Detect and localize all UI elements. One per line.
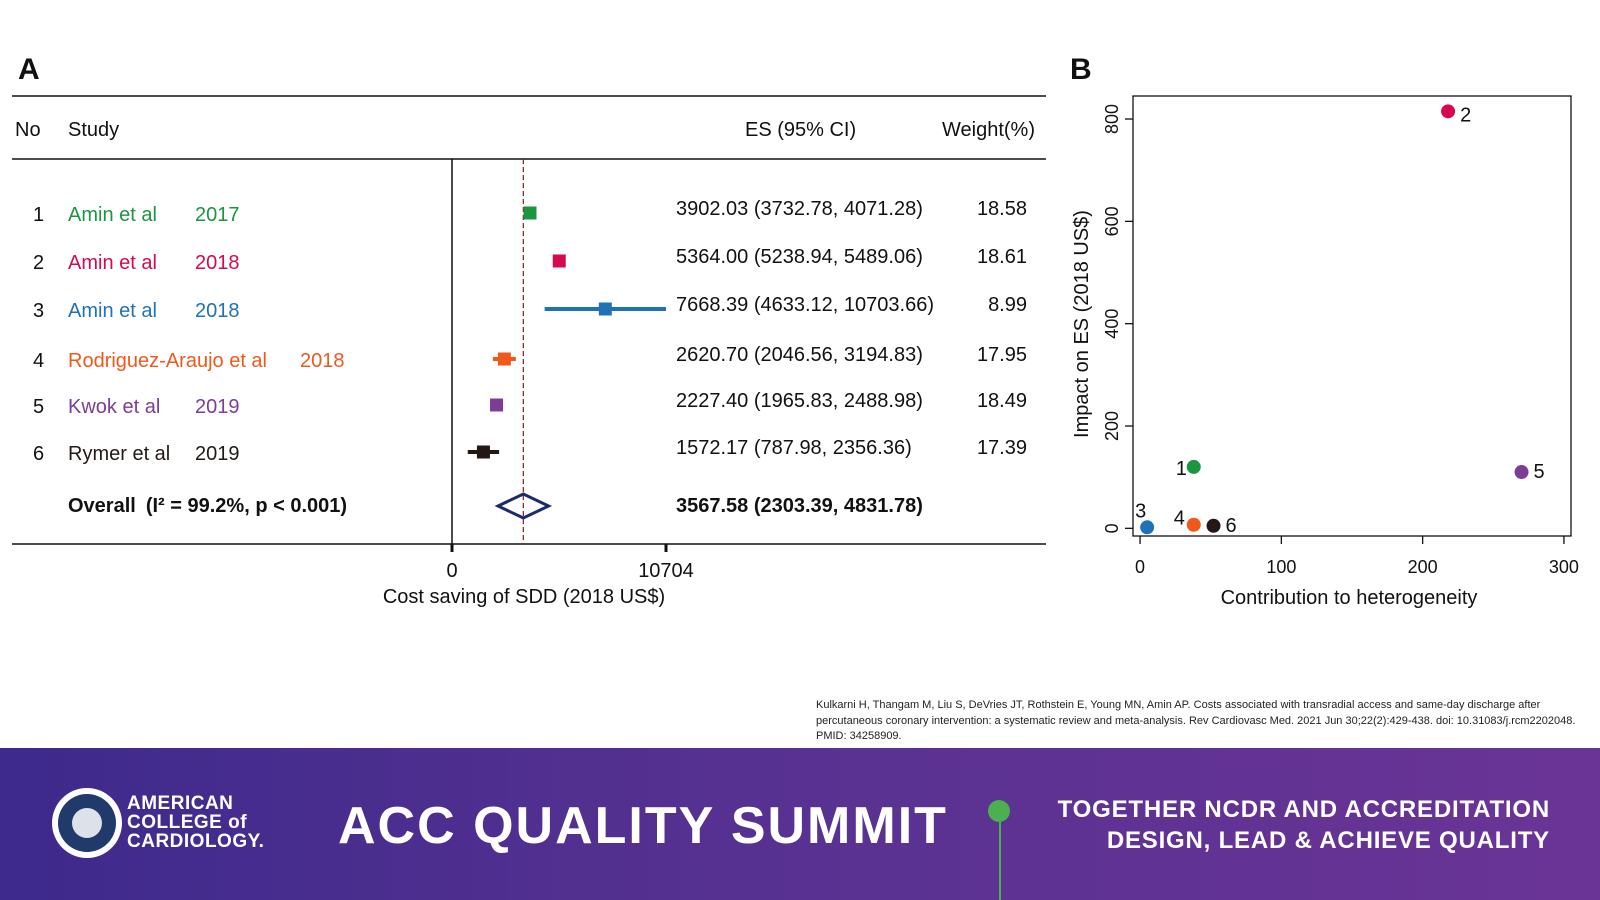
row-year: 2018 [195,300,240,322]
scatter-y-tick-label: 800 [1102,104,1122,134]
org-line-1: AMERICAN [127,793,234,814]
scatter-point-label: 3 [1135,500,1146,522]
row-year: 2018 [195,252,240,274]
scatter-point-label: 2 [1460,104,1471,126]
org-name: AMERICAN COLLEGE of CARDIOLOGY. [127,794,264,851]
scatter-point-label: 4 [1174,508,1185,530]
row-study: Rodriguez-Araujo et al [68,350,267,372]
overall-es-text: 3567.58 (2303.39, 4831.78) [676,495,923,517]
scatter-x-tick-label: 200 [1408,557,1438,577]
scatter-y-tick-label: 200 [1102,411,1122,441]
scatter-point [1140,520,1155,535]
scatter-y-tick-label: 400 [1102,309,1122,339]
row-no: 2 [33,252,44,274]
row-point-marker [523,206,537,220]
header-weight: Weight(%) [942,119,1035,141]
row-weight: 17.39 [977,437,1027,459]
tagline-line-1: TOGETHER NCDR AND ACCREDITATION [1057,796,1550,823]
scatter-point-label: 6 [1226,515,1237,537]
org-line-3: CARDIOLOGY. [127,831,265,852]
summit-title: ACC QUALITY SUMMIT [338,797,948,855]
row-es-text: 2620.70 (2046.56, 3194.83) [676,344,923,366]
row-study: Kwok et al [68,396,160,418]
row-weight: 18.49 [977,390,1027,412]
row-study: Amin et al [68,300,157,322]
panel-b-label: B [1070,53,1092,86]
row-weight: 18.61 [977,246,1027,268]
overall-label-text: Overall [68,495,136,517]
row-year: 2017 [195,204,240,226]
scatter-point [1441,104,1456,119]
header-es: ES (95% CI) [745,119,856,141]
row-year: 2019 [195,443,240,465]
row-point-marker [497,352,511,366]
row-weight: 18.58 [977,198,1027,220]
row-year: 2018 [300,350,345,372]
acc-seal-icon [52,788,122,858]
forest-xlabel: Cost saving of SDD (2018 US$) [383,586,665,608]
row-point-marker [476,445,490,459]
forest-x-tick-label: 10704 [638,560,694,582]
overall-diamond [494,492,553,520]
scatter-point [1186,517,1201,532]
header-no: No [15,119,41,141]
overall-label: Overall (I² = 99.2%, p < 0.001) [68,495,347,517]
row-weight: 8.99 [988,294,1027,316]
row-year: 2019 [195,396,240,418]
panel-a-label: A [18,53,40,86]
row-no: 4 [33,350,44,372]
scatter-point [1206,518,1221,533]
scatter-point-label: 1 [1176,458,1187,480]
footer-banner: AMERICAN COLLEGE of CARDIOLOGY. ACC QUAL… [0,748,1600,900]
forest-x-axis: 0 10704 [446,544,694,582]
tagline: TOGETHER NCDR AND ACCREDITATION DESIGN, … [1058,794,1550,856]
org-line-2: COLLEGE of [127,812,248,833]
row-es-text: 3902.03 (3732.78, 4071.28) [676,198,923,220]
row-es-text: 2227.40 (1965.83, 2488.98) [676,390,923,412]
overall-stat: (I² = 99.2%, p < 0.001) [146,495,347,517]
row-study: Rymer et al [68,443,170,465]
scatter-xlabel: Contribution to heterogeneity [1221,587,1478,609]
scatter-frame [1132,95,1572,537]
row-study: Amin et al [68,204,157,226]
row-no: 6 [33,443,44,465]
row-es-text: 1572.17 (787.98, 2356.36) [676,437,912,459]
scatter-axes: 0 100 200 300 0 200 400 600 800 [1102,104,1579,577]
citation-text: Kulkarni H, Thangam M, Liu S, DeVries JT… [816,699,1576,742]
row-es-text: 5364.00 (5238.94, 5489.06) [676,246,923,268]
acc-seal-inner [58,794,116,852]
row-no: 1 [33,204,44,226]
row-es-text: 7668.39 (4633.12, 10703.66) [676,294,934,316]
header-study: Study [68,119,119,141]
row-no: 5 [33,396,44,418]
scatter-x-tick-label: 0 [1135,557,1145,577]
footer-divider [999,810,1001,900]
row-point-marker [552,254,566,268]
scatter-point [1514,465,1529,480]
acc-seal-core [72,808,102,838]
forest-rows: 1 Amin et al 2017 3902.03 (3732.78, 4071.28… [33,198,1027,465]
scatter-x-tick-label: 300 [1549,557,1579,577]
tagline-line-2: DESIGN, LEAD & ACHIEVE QUALITY [1106,827,1550,854]
row-point-marker [598,302,612,316]
scatter-x-tick-label: 100 [1266,557,1296,577]
scatter-points: 1 2 3 4 5 6 [1135,104,1545,537]
scatter-point [1186,459,1201,474]
scatter-ylabel: Impact on ES (2018 US$) [1071,210,1093,438]
scatter-y-tick-label: 0 [1102,523,1122,533]
forest-x-tick-label: 0 [446,560,457,582]
row-study: Amin et al [68,252,157,274]
row-weight: 17.95 [977,344,1027,366]
scatter-point-label: 5 [1534,461,1545,483]
row-point-marker [490,398,504,412]
scatter-y-tick-label: 600 [1102,206,1122,236]
row-no: 3 [33,300,44,322]
